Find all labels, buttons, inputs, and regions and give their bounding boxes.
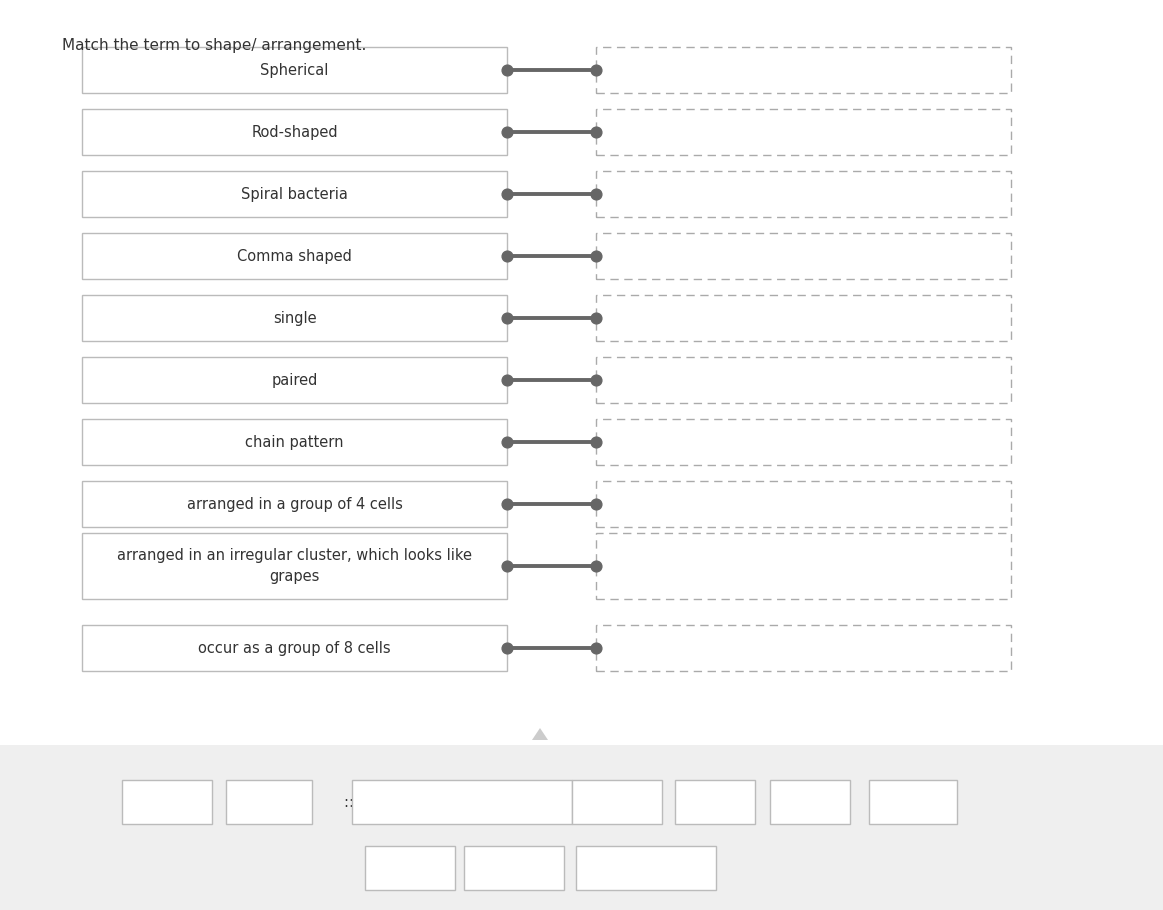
- Point: [498, 641, 516, 655]
- FancyBboxPatch shape: [83, 533, 507, 599]
- Point: [498, 125, 516, 139]
- Text: arranged in an irregular cluster, which looks like
grapes: arranged in an irregular cluster, which …: [117, 548, 472, 584]
- FancyBboxPatch shape: [83, 481, 507, 527]
- FancyBboxPatch shape: [595, 295, 1011, 341]
- FancyBboxPatch shape: [595, 357, 1011, 403]
- Text: arranged in a group of 4 cells: arranged in a group of 4 cells: [186, 497, 402, 511]
- Point: [498, 187, 516, 201]
- Text: Match the term to shape/ arrangement.: Match the term to shape/ arrangement.: [62, 38, 366, 53]
- FancyBboxPatch shape: [83, 171, 507, 217]
- FancyBboxPatch shape: [595, 47, 1011, 93]
- FancyBboxPatch shape: [226, 780, 312, 824]
- Polygon shape: [531, 728, 548, 740]
- Text: :: Vibrio: :: Vibrio: [588, 794, 645, 810]
- Point: [586, 497, 605, 511]
- FancyBboxPatch shape: [576, 846, 716, 890]
- Text: :: Strepto-: :: Strepto-: [876, 794, 950, 810]
- Text: :: Tetrad: :: Tetrad: [380, 861, 440, 875]
- Point: [586, 248, 605, 263]
- Point: [586, 63, 605, 77]
- FancyBboxPatch shape: [595, 419, 1011, 465]
- Text: chain pattern: chain pattern: [245, 434, 344, 450]
- FancyBboxPatch shape: [352, 780, 572, 824]
- Point: [586, 125, 605, 139]
- FancyBboxPatch shape: [83, 357, 507, 403]
- FancyBboxPatch shape: [83, 419, 507, 465]
- Text: :: Diplo-: :: Diplo-: [782, 794, 839, 810]
- FancyBboxPatch shape: [83, 233, 507, 279]
- Text: Spiral bacteria: Spiral bacteria: [241, 187, 348, 201]
- FancyBboxPatch shape: [595, 233, 1011, 279]
- FancyBboxPatch shape: [595, 171, 1011, 217]
- FancyBboxPatch shape: [595, 533, 1011, 599]
- Text: :: Staphylo-: :: Staphylo-: [472, 861, 556, 875]
- Point: [498, 373, 516, 388]
- Point: [586, 435, 605, 450]
- Point: [498, 310, 516, 325]
- Point: [498, 497, 516, 511]
- FancyBboxPatch shape: [83, 47, 507, 93]
- Point: [586, 559, 605, 573]
- Point: [586, 310, 605, 325]
- Text: Comma shaped: Comma shaped: [237, 248, 352, 264]
- Text: :: Spiral (Spirillum & Spirochete): :: Spiral (Spirillum & Spirochete): [344, 794, 580, 810]
- FancyBboxPatch shape: [869, 780, 957, 824]
- Text: paired: paired: [271, 372, 317, 388]
- Point: [498, 559, 516, 573]
- Text: occur as a group of 8 cells: occur as a group of 8 cells: [198, 641, 391, 655]
- FancyBboxPatch shape: [83, 625, 507, 671]
- Text: :: Bacilli: :: Bacilli: [240, 794, 298, 810]
- FancyBboxPatch shape: [595, 481, 1011, 527]
- Text: Rod-shaped: Rod-shaped: [251, 125, 337, 139]
- Point: [586, 641, 605, 655]
- FancyBboxPatch shape: [83, 295, 507, 341]
- Point: [498, 248, 516, 263]
- FancyBboxPatch shape: [0, 745, 1163, 910]
- FancyBboxPatch shape: [572, 780, 662, 824]
- Text: :: Mono-: :: Mono-: [685, 794, 745, 810]
- Point: [586, 187, 605, 201]
- FancyBboxPatch shape: [365, 846, 455, 890]
- FancyBboxPatch shape: [595, 625, 1011, 671]
- Text: :: Sarcinae (cocci): :: Sarcinae (cocci): [580, 861, 712, 875]
- FancyBboxPatch shape: [122, 780, 212, 824]
- Text: Spherical: Spherical: [261, 63, 329, 77]
- Point: [586, 373, 605, 388]
- FancyBboxPatch shape: [675, 780, 755, 824]
- FancyBboxPatch shape: [770, 780, 850, 824]
- Text: :: Cocci: :: Cocci: [140, 794, 194, 810]
- FancyBboxPatch shape: [595, 109, 1011, 155]
- FancyBboxPatch shape: [464, 846, 564, 890]
- Text: single: single: [272, 310, 316, 326]
- FancyBboxPatch shape: [83, 109, 507, 155]
- Point: [498, 63, 516, 77]
- Point: [498, 435, 516, 450]
